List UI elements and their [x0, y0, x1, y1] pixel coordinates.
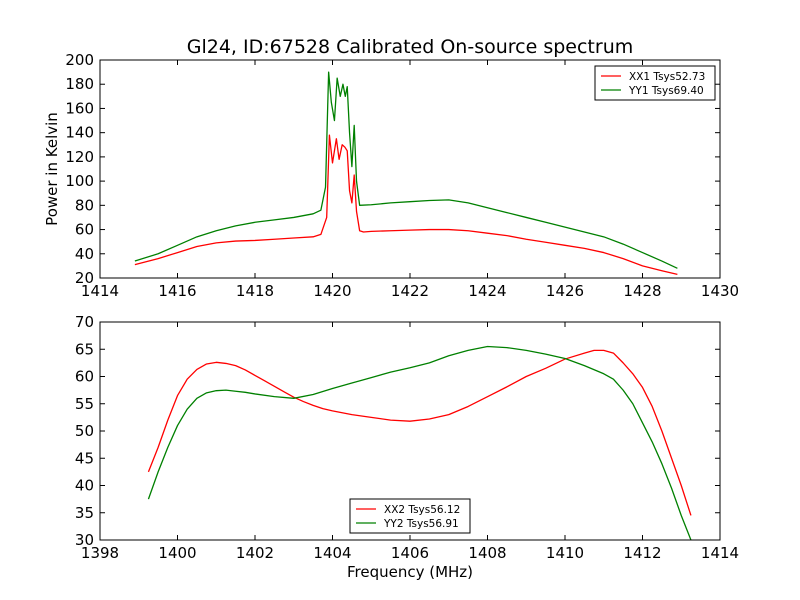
bottom-y-tick-label: 65	[75, 340, 94, 358]
bottom-x-tick-label: 1410	[546, 544, 584, 562]
top-series-line-2	[134, 71, 678, 269]
bottom-y-tick-label: 55	[75, 395, 94, 413]
bottom-y-tick-label: 35	[75, 504, 94, 522]
top-y-tick-label: 20	[75, 269, 94, 287]
bottom-legend: XX2 Tsys56.12 YY2 Tsys56.91	[349, 498, 471, 534]
bottom-x-tick-label: 1412	[623, 544, 661, 562]
top-y-tick-label: 100	[65, 172, 94, 190]
bottom-axis-ticks: 1398 1400 1402 1404 1406 1408 1410 1412 1414 30 35…	[75, 313, 739, 562]
bottom-x-tick-label: 1402	[236, 544, 274, 562]
bottom-y-tick-label: 70	[75, 313, 94, 331]
top-y-tick-label: 60	[75, 221, 94, 239]
bottom-y-tick-label: 50	[75, 422, 94, 440]
top-x-tick-label: 1420	[313, 282, 351, 300]
top-x-tick-label: 1426	[546, 282, 584, 300]
top-x-tick-label: 1416	[158, 282, 196, 300]
bottom-y-tick-label: 30	[75, 531, 94, 549]
bottom-legend-label-2: YY2 Tsys56.91	[383, 518, 459, 530]
top-y-tick-label: 200	[65, 51, 94, 69]
top-legend: XX1 Tsys52.73 YY1 Tsys69.40	[594, 65, 716, 101]
top-x-tick-label: 1422	[391, 282, 429, 300]
top-y-tick-label: 160	[65, 99, 94, 117]
bottom-y-tick-label: 40	[75, 477, 94, 495]
top-y-tick-label: 180	[65, 75, 94, 93]
top-legend-label-1: XX1 Tsys52.73	[629, 71, 705, 83]
bottom-legend-box	[349, 498, 471, 534]
bottom-series-layer	[147, 345, 692, 541]
bottom-x-tick-label: 1400	[158, 544, 196, 562]
bottom-x-tick-label: 1414	[701, 544, 739, 562]
bottom-x-tick-label: 1408	[468, 544, 506, 562]
bottom-x-tick-label: 1404	[313, 544, 351, 562]
bottom-y-tick-label: 60	[75, 368, 94, 386]
top-y-tick-label: 120	[65, 148, 94, 166]
top-legend-label-2: YY1 Tsys69.40	[628, 85, 704, 97]
bottom-x-tick-label: 1398	[81, 544, 119, 562]
bottom-series-line-1	[147, 349, 692, 516]
top-axis-ticks: 1414 1416 1418 1420 1422 1424 1426 1428 1430 20 40…	[65, 51, 739, 300]
top-x-tick-label: 1428	[623, 282, 661, 300]
top-spectrum-plot: 1414 1416 1418 1420 1422 1424 1426 1428 1430 20 40…	[43, 51, 739, 300]
top-legend-box	[594, 65, 716, 101]
top-series-layer	[134, 71, 678, 276]
bottom-legend-label-1: XX2 Tsys56.12	[384, 504, 460, 516]
top-x-tick-label: 1424	[468, 282, 506, 300]
top-x-tick-label: 1418	[236, 282, 274, 300]
bottom-series-line-2	[147, 345, 692, 541]
top-x-tick-label: 1414	[81, 282, 119, 300]
bottom-y-tick-label: 45	[75, 449, 94, 467]
top-y-tick-label: 80	[75, 196, 94, 214]
top-y-tick-label: 140	[65, 124, 94, 142]
bottom-spectrum-plot: 1398 1400 1402 1404 1406 1408 1410 1412 1414 30 35…	[75, 313, 739, 581]
top-y-tick-label: 40	[75, 245, 94, 263]
top-y-axis-label: Power in Kelvin	[43, 112, 61, 226]
top-series-line-1	[134, 134, 678, 276]
bottom-x-axis-label: Frequency (MHz)	[347, 563, 473, 581]
top-x-tick-label: 1430	[701, 282, 739, 300]
bottom-x-tick-label: 1406	[391, 544, 429, 562]
figure-title: Gl24, ID:67528 Calibrated On-source spec…	[187, 36, 634, 58]
